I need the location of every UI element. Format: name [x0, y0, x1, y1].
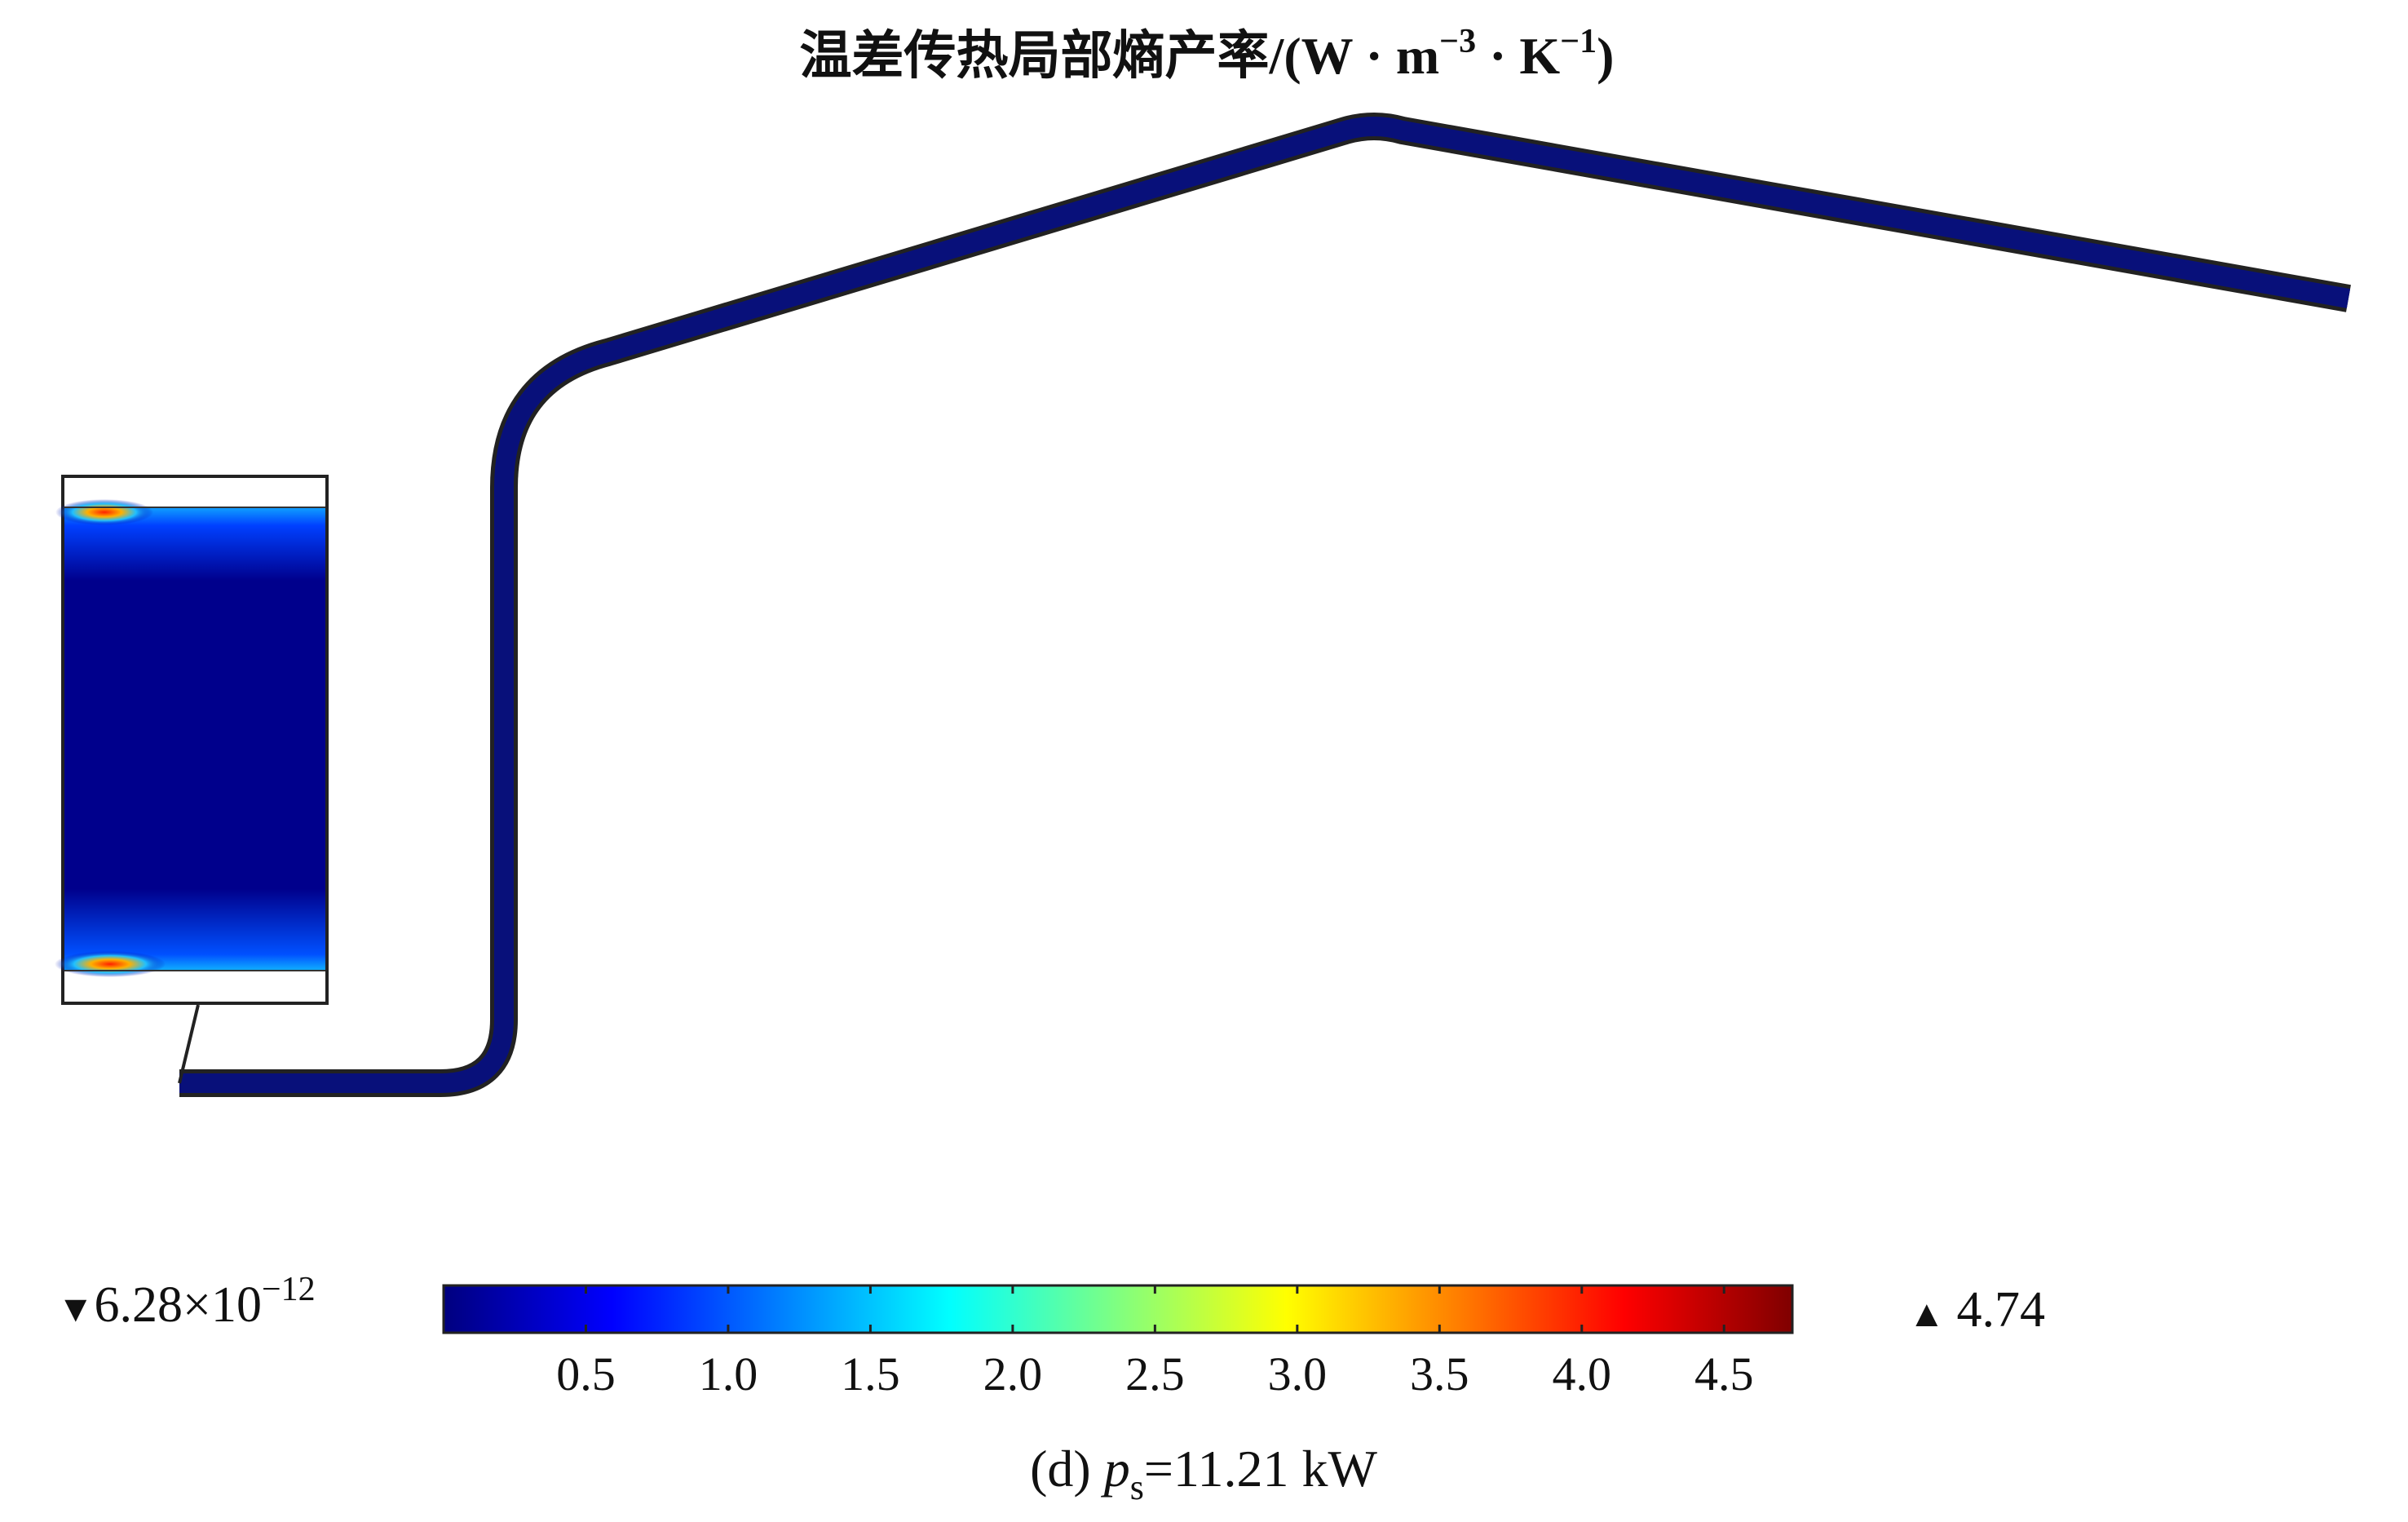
min-marker: ▼	[57, 1288, 95, 1330]
inset-panel	[55, 475, 329, 1005]
figure-caption: (d) ps=11.21 kW	[1030, 1440, 1377, 1507]
figure-title: 温差传热局部熵产率/(W · m−3 · K−1)	[800, 23, 1615, 85]
title-mid: · K	[1476, 27, 1560, 85]
colorbar-tick-label: 3.0	[1268, 1347, 1328, 1400]
max-value: 4.74	[1957, 1282, 2046, 1338]
caption-variable: p	[1101, 1440, 1130, 1498]
pipe-geometry	[179, 113, 2351, 1097]
title-end: )	[1597, 27, 1614, 85]
colorbar-tick-label: 4.0	[1553, 1347, 1612, 1400]
inset-leader-line	[178, 1004, 200, 1084]
pipe-body	[179, 117, 2351, 1093]
inset-hotspot-top	[55, 499, 153, 525]
title-main: 温差传热局部熵产率/(W · m	[800, 27, 1440, 85]
colorbar-tick-label: 2.0	[983, 1347, 1043, 1400]
title-exponent-1: −3	[1439, 23, 1476, 60]
caption-suffix: =11.21 kW	[1144, 1440, 1378, 1498]
colorbar-tick-label: 1.0	[699, 1347, 758, 1400]
colorbar: 0.5 1.0 1.5 2.0 2.5 3.0 3.5 4.0 4.5	[442, 1284, 1794, 1400]
title-exponent-2: −1	[1560, 23, 1597, 60]
colorbar-ticks: 0.5 1.0 1.5 2.0 2.5 3.0 3.5 4.0 4.5	[556, 1285, 1754, 1400]
colorbar-tick-label: 3.5	[1410, 1347, 1469, 1400]
caption-subscript: s	[1130, 1467, 1144, 1507]
min-exponent: −12	[262, 1271, 316, 1308]
max-marker: ▲	[1908, 1293, 1946, 1334]
colorbar-min-label: ▼6.28×10−12	[57, 1271, 316, 1333]
colorbar-tick-label: 1.5	[841, 1347, 900, 1400]
colorbar-tick-label: 2.5	[1125, 1347, 1185, 1400]
min-mantissa: 6.28×10	[95, 1277, 262, 1333]
colorbar-tick-label: 0.5	[556, 1347, 616, 1400]
colorbar-gradient	[442, 1284, 1794, 1334]
colorbar-tick-label: 4.5	[1694, 1347, 1754, 1400]
colorbar-max-label: ▲ 4.74	[1908, 1282, 2045, 1338]
inset-hotspot-bottom	[55, 951, 166, 977]
caption-prefix: (d)	[1030, 1440, 1104, 1498]
